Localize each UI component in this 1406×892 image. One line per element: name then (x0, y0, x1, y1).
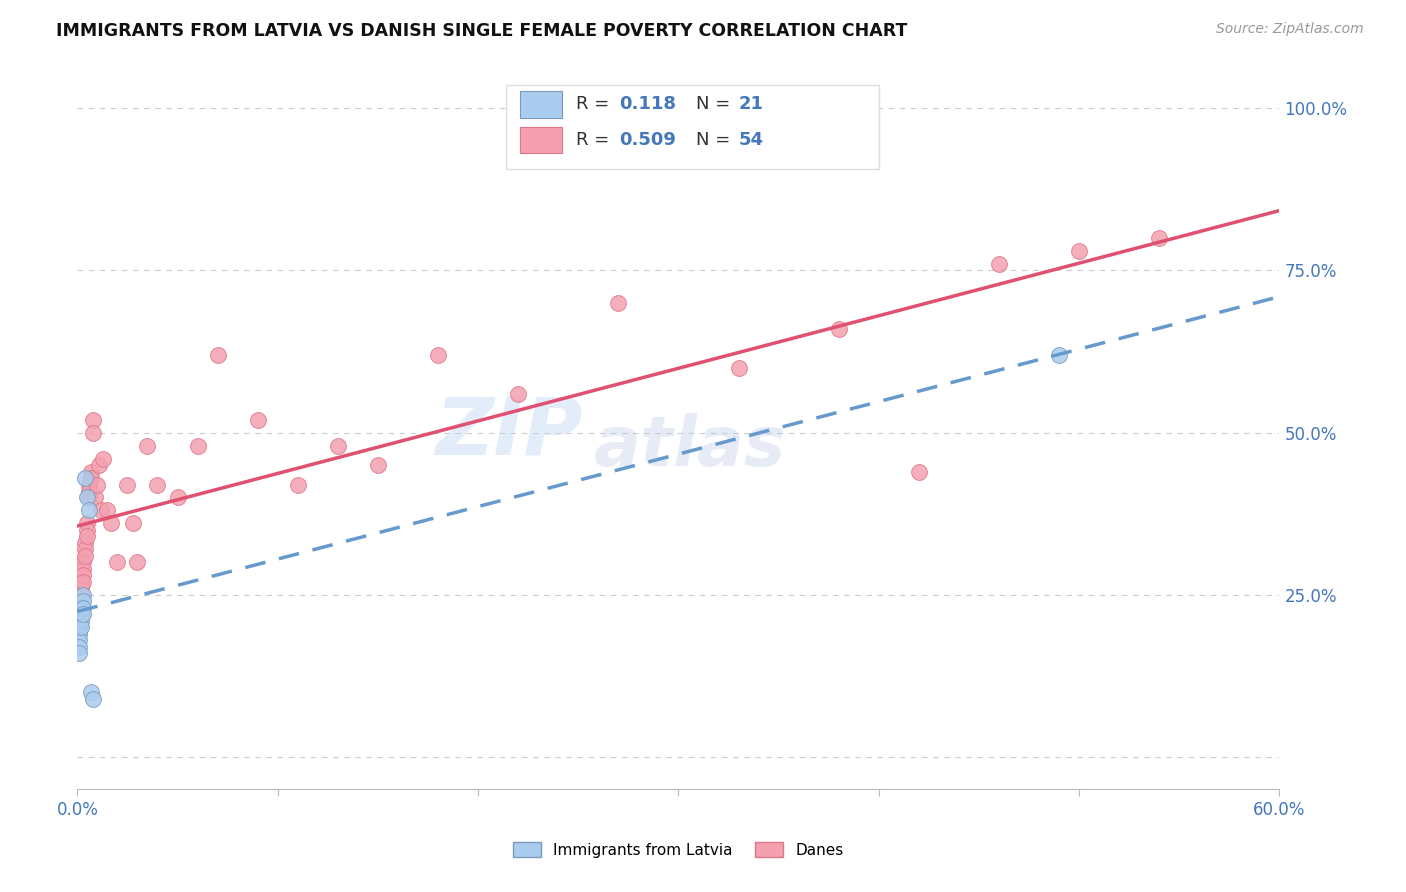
Point (67, 614, 90, 628)
Text: 21: 21 (738, 95, 763, 113)
Point (326, 439, 349, 453)
Point (76, 529, 98, 543)
Point (76, 523, 98, 537)
Point (67, 582, 90, 596)
Point (72, 562, 94, 576)
Point (67, 626, 90, 640)
Text: Source: ZipAtlas.com: Source: ZipAtlas.com (1216, 22, 1364, 37)
Text: 0.509: 0.509 (619, 131, 675, 149)
Point (80, 471, 103, 485)
Point (70, 614, 93, 628)
Text: ZIP: ZIP (434, 393, 582, 472)
Point (828, 322, 851, 336)
Point (70, 620, 93, 634)
Point (367, 458, 389, 472)
Point (67, 607, 90, 622)
Point (72, 594, 94, 608)
Point (246, 412, 269, 426)
Point (122, 516, 145, 531)
Point (70, 588, 93, 602)
Point (727, 360, 749, 375)
Point (207, 348, 229, 362)
Legend: Immigrants from Latvia, Danes: Immigrants from Latvia, Danes (508, 836, 849, 863)
Point (75, 542, 97, 557)
Point (72, 600, 94, 615)
Point (67, 594, 90, 608)
Point (508, 386, 530, 401)
Point (67, 600, 90, 615)
Point (76, 516, 98, 531)
Point (80, 465, 103, 479)
Point (84, 491, 107, 505)
Point (80, 685, 103, 699)
Point (75, 471, 97, 485)
Point (136, 439, 159, 453)
Point (70, 600, 93, 615)
Point (146, 477, 169, 491)
Point (70, 582, 93, 596)
Point (72, 574, 94, 589)
Point (67, 640, 90, 654)
Text: N =: N = (696, 131, 730, 149)
Point (287, 477, 309, 491)
Text: 54: 54 (738, 131, 763, 149)
Point (67, 588, 90, 602)
Point (427, 348, 450, 362)
Text: atlas: atlas (595, 413, 786, 481)
Point (67, 646, 90, 660)
Point (166, 491, 188, 505)
Point (75, 536, 97, 550)
Point (72, 588, 94, 602)
Text: R =: R = (576, 95, 610, 113)
Text: N =: N = (696, 95, 730, 113)
Text: 0.118: 0.118 (619, 95, 676, 113)
Point (1047, 348, 1070, 362)
Point (79, 503, 101, 517)
Point (72, 568, 94, 582)
Point (127, 555, 149, 569)
Point (70, 607, 93, 622)
Point (607, 296, 630, 310)
Point (67, 633, 90, 648)
Point (93, 451, 115, 466)
Point (89, 458, 111, 472)
Point (117, 477, 139, 491)
Point (96, 503, 118, 517)
Point (79, 491, 101, 505)
Point (67, 620, 90, 634)
Text: IMMIGRANTS FROM LATVIA VS DANISH SINGLE FEMALE POVERTY CORRELATION CHART: IMMIGRANTS FROM LATVIA VS DANISH SINGLE … (56, 22, 908, 40)
Point (70, 568, 93, 582)
Point (82, 412, 104, 426)
Point (79, 477, 101, 491)
Point (187, 439, 209, 453)
Point (82, 425, 104, 440)
Text: R =: R = (576, 131, 610, 149)
Point (107, 555, 129, 569)
Point (988, 257, 1011, 271)
Point (70, 574, 93, 589)
Point (82, 691, 104, 706)
Point (100, 516, 122, 531)
Point (1069, 244, 1091, 258)
Point (75, 549, 97, 563)
Point (72, 607, 94, 622)
Point (1149, 231, 1171, 245)
Point (79, 483, 101, 498)
Point (72, 555, 94, 569)
Point (86, 477, 108, 491)
Point (90, 503, 112, 517)
Point (908, 465, 931, 479)
Point (76, 491, 98, 505)
